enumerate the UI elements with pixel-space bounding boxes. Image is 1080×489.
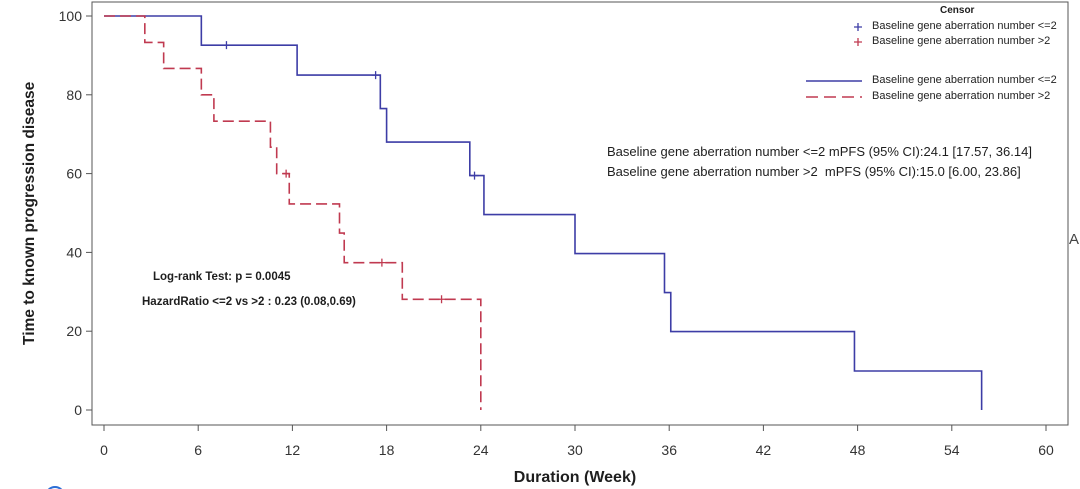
censor-mark-le2 xyxy=(371,71,380,80)
x-tick-label: 18 xyxy=(379,442,395,458)
censor-legend-marker-le2 xyxy=(854,23,862,31)
y-tick-label: 40 xyxy=(66,244,82,260)
censor-mark-le2 xyxy=(222,41,231,50)
y-tick-label: 100 xyxy=(59,8,83,24)
km-curve-le2 xyxy=(104,15,983,410)
y-tick-label: 20 xyxy=(66,323,82,339)
plot-frame xyxy=(91,1,1069,426)
km-curve-gt2 xyxy=(104,15,482,410)
x-tick-label: 6 xyxy=(194,442,202,458)
plot-series xyxy=(104,15,983,410)
hazard-ratio-annotation: HazardRatio <=2 vs >2 : 0.23 (0.08,0.69) xyxy=(142,296,356,308)
legend-censor-entry-le2: Baseline gene aberration number <=2 xyxy=(872,20,1057,32)
x-tick-label: 54 xyxy=(944,442,960,458)
y-tick-label: 0 xyxy=(74,402,82,418)
x-tick-label: 12 xyxy=(285,442,301,458)
y-axis-title: Time to known progression disease xyxy=(21,81,38,345)
x-tick-label: 60 xyxy=(1038,442,1054,458)
censor-mark-gt2 xyxy=(282,169,291,178)
legend-line-entry-gt2: Baseline gene aberration number >2 xyxy=(872,90,1051,102)
x-tick-label: 48 xyxy=(850,442,866,458)
legend-censor-title: Censor xyxy=(940,5,975,16)
x-tick-label: 0 xyxy=(100,442,108,458)
x-axis-title: Duration (Week) xyxy=(513,469,637,486)
censor-mark-gt2 xyxy=(377,258,386,267)
legend-censor-entry-gt2: Baseline gene aberration number >2 xyxy=(872,35,1051,47)
x-tick-label: 30 xyxy=(567,442,583,458)
x-tick-label: 24 xyxy=(473,442,489,458)
mpfs-annotation-gt2: Baseline gene aberration number >2 mPFS … xyxy=(607,164,1021,179)
legend-line-entry-le2: Baseline gene aberration number <=2 xyxy=(872,74,1057,86)
partial-logo-icon xyxy=(47,486,63,489)
logrank-annotation: Log-rank Test: p = 0.0045 xyxy=(153,271,291,283)
y-tick-label: 60 xyxy=(66,166,82,182)
y-tick-label: 80 xyxy=(66,87,82,103)
censor-mark-le2 xyxy=(470,171,479,180)
x-tick-label: 42 xyxy=(756,442,772,458)
censor-mark-gt2 xyxy=(437,295,446,304)
mpfs-annotation-le2: Baseline gene aberration number <=2 mPFS… xyxy=(607,144,1032,159)
censor-legend-marker-gt2 xyxy=(854,38,862,46)
legend-markers xyxy=(806,23,862,98)
axes: 0 6 12 18 24 30 36 42 48 54 60 0 20 40 60 80 100 xyxy=(59,1,1069,458)
next-panel-label-fragment: A xyxy=(1069,231,1080,248)
x-tick-label: 36 xyxy=(661,442,677,458)
